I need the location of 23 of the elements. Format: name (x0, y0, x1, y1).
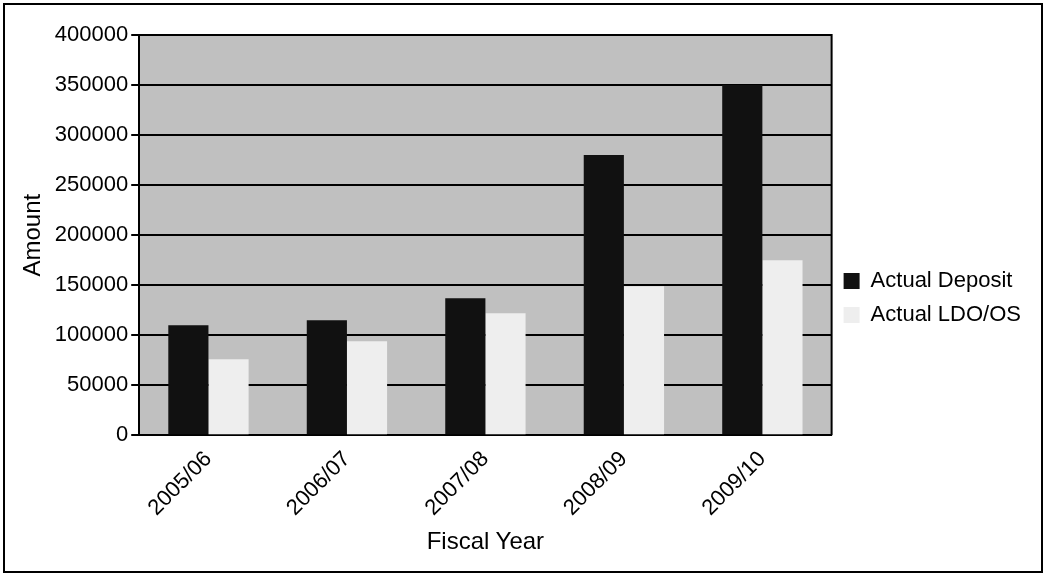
y-tick-label: 350000 (54, 71, 129, 97)
y-tick-label: 250000 (54, 171, 129, 197)
x-axis-title: Fiscal Year (426, 527, 545, 555)
y-tick-label: 200000 (54, 221, 129, 247)
y-tick-label: 100000 (54, 321, 129, 347)
bar (445, 298, 486, 435)
y-tick-label: 150000 (54, 271, 129, 297)
bar (722, 85, 763, 435)
bar (583, 155, 624, 435)
y-axis-title: Amount (18, 193, 46, 277)
bar (208, 359, 249, 435)
bar (762, 260, 803, 435)
legend-label: Actual LDO/OS (870, 301, 1021, 327)
y-tick-label: 300000 (54, 121, 129, 147)
bar (306, 320, 347, 435)
bar (346, 341, 388, 435)
y-tick-label: 50000 (67, 371, 129, 397)
bar (623, 286, 665, 435)
y-tick-label: 400000 (54, 21, 129, 47)
bar (168, 325, 209, 435)
y-tick-label: 0 (115, 421, 129, 447)
bar (485, 313, 526, 435)
legend-label: Actual Deposit (870, 267, 1013, 293)
